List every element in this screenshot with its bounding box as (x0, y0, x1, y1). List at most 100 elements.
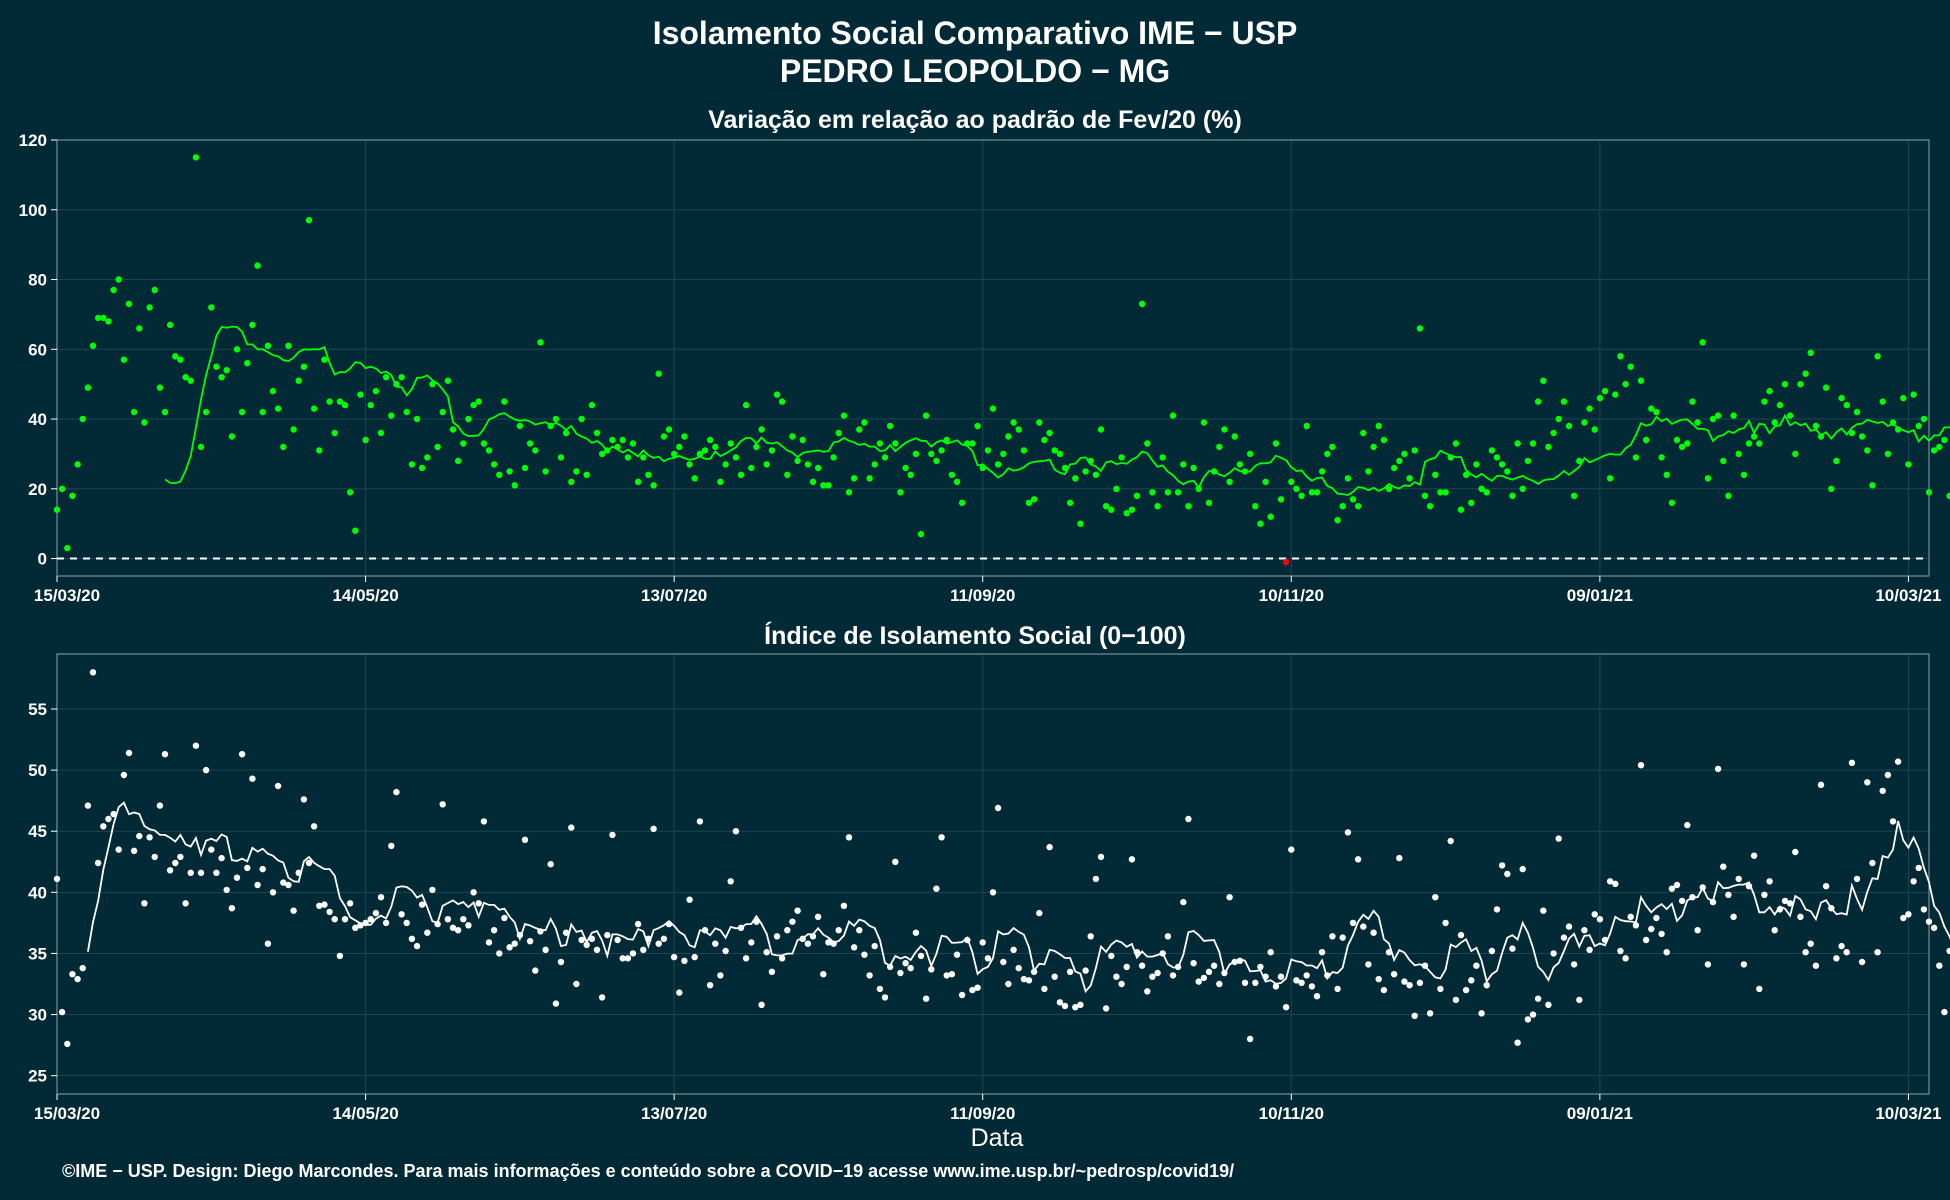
idx-point-13 (120, 771, 128, 779)
idx-point-61 (367, 916, 374, 923)
var-point-243 (1303, 422, 1310, 430)
var-point-162 (886, 422, 894, 430)
idx-point-89 (511, 940, 518, 947)
var-point-228 (1226, 478, 1233, 485)
idx-point-244 (1308, 983, 1316, 990)
var-point-138 (763, 461, 770, 468)
idx-point-221 (1190, 960, 1197, 967)
var-point-365 (1930, 447, 1938, 454)
idx-point-103 (583, 941, 590, 949)
var-point-332 (1761, 398, 1768, 405)
idx-point-213 (1149, 973, 1156, 980)
idx-point-124 (691, 953, 698, 961)
idx-point-24 (177, 853, 184, 861)
var-point-35 (233, 346, 241, 353)
idx-point-57 (346, 900, 354, 907)
idx-point-279 (1488, 947, 1496, 955)
var-point-364 (1925, 489, 1933, 496)
var-point-173 (943, 436, 950, 444)
idx-point-163 (892, 858, 899, 865)
var-point-203 (1097, 426, 1105, 433)
idx-point-167 (912, 929, 920, 936)
var-point-70 (413, 415, 421, 423)
idx-point-99 (562, 929, 570, 936)
var-point-48 (300, 363, 308, 370)
var-point-356 (1884, 450, 1892, 458)
idx-point-170 (928, 966, 935, 973)
var-point-318 (1689, 398, 1696, 405)
idx-point-278 (1483, 982, 1490, 989)
var-xtick-label-2: 13/07/20 (641, 586, 707, 605)
idx-point-246 (1318, 949, 1326, 956)
var-point-276 (1473, 461, 1480, 468)
idx-point-118 (660, 935, 668, 942)
idx-point-262 (1401, 978, 1408, 985)
var-point-248 (1329, 443, 1336, 451)
var-point-312 (1658, 454, 1665, 461)
var-point-57 (346, 489, 354, 496)
var-point-180 (979, 464, 986, 472)
var-point-137 (758, 426, 765, 433)
idx-point-352 (1864, 779, 1871, 786)
var-point-119 (665, 426, 673, 433)
idx-point-228 (1226, 894, 1233, 901)
var-point-126 (701, 447, 709, 454)
idx-point-324 (1720, 863, 1727, 870)
var-point-219 (1180, 461, 1187, 468)
var-point-31 (213, 363, 220, 370)
idx-point-178 (969, 986, 976, 994)
idx-point-63 (377, 894, 385, 901)
idx-point-236 (1267, 949, 1274, 956)
var-point-323 (1714, 412, 1722, 419)
var-point-73 (429, 381, 436, 388)
idx-point-52 (321, 901, 328, 908)
idx-point-348 (1843, 949, 1850, 956)
var-point-0 (53, 506, 61, 513)
var-point-160 (876, 440, 884, 447)
var-point-209 (1128, 506, 1136, 513)
idx-point-198 (1072, 1004, 1079, 1011)
var-point-327 (1735, 450, 1742, 458)
idx-point-32 (218, 854, 225, 862)
var-point-208 (1123, 510, 1130, 517)
var-point-43 (274, 405, 282, 412)
var-point-164 (897, 489, 904, 496)
var-point-213 (1149, 489, 1156, 496)
var-point-232 (1246, 450, 1254, 458)
var-point-46 (290, 426, 297, 433)
var-point-293 (1560, 398, 1568, 405)
idx-point-282 (1504, 870, 1511, 878)
var-point-154 (845, 489, 853, 496)
idx-point-85 (490, 927, 498, 934)
idx-point-321 (1704, 961, 1712, 968)
idx-point-142 (784, 927, 791, 934)
var-point-201 (1087, 457, 1094, 465)
var-point-60 (362, 436, 369, 444)
var-point-110 (619, 436, 626, 444)
idx-point-111 (624, 955, 632, 962)
var-point-175 (953, 478, 961, 485)
var-point-215 (1159, 454, 1166, 461)
var-point-284 (1514, 440, 1521, 447)
var-point-262 (1401, 450, 1408, 458)
var-point-102 (578, 415, 585, 423)
idx-point-128 (712, 940, 719, 947)
var-point-129 (717, 478, 724, 485)
var-point-98 (557, 454, 565, 461)
idx-xtick-label-5: 09/01/21 (1567, 1104, 1633, 1123)
idx-point-277 (1478, 1010, 1485, 1017)
var-point-67 (398, 374, 405, 381)
var-point-212 (1144, 440, 1151, 447)
var-point-36 (238, 408, 246, 416)
var-point-143 (789, 433, 796, 440)
idx-point-199 (1077, 1001, 1084, 1008)
var-ytick-label-4: 80 (28, 271, 47, 290)
var-point-222 (1195, 485, 1202, 492)
var-point-287 (1529, 440, 1537, 447)
idx-point-43 (274, 782, 282, 790)
var-point-264 (1411, 447, 1418, 454)
idx-point-360 (1905, 911, 1912, 918)
idx-point-8 (94, 859, 102, 867)
idx-point-152 (835, 927, 842, 934)
idx-point-22 (166, 867, 174, 874)
